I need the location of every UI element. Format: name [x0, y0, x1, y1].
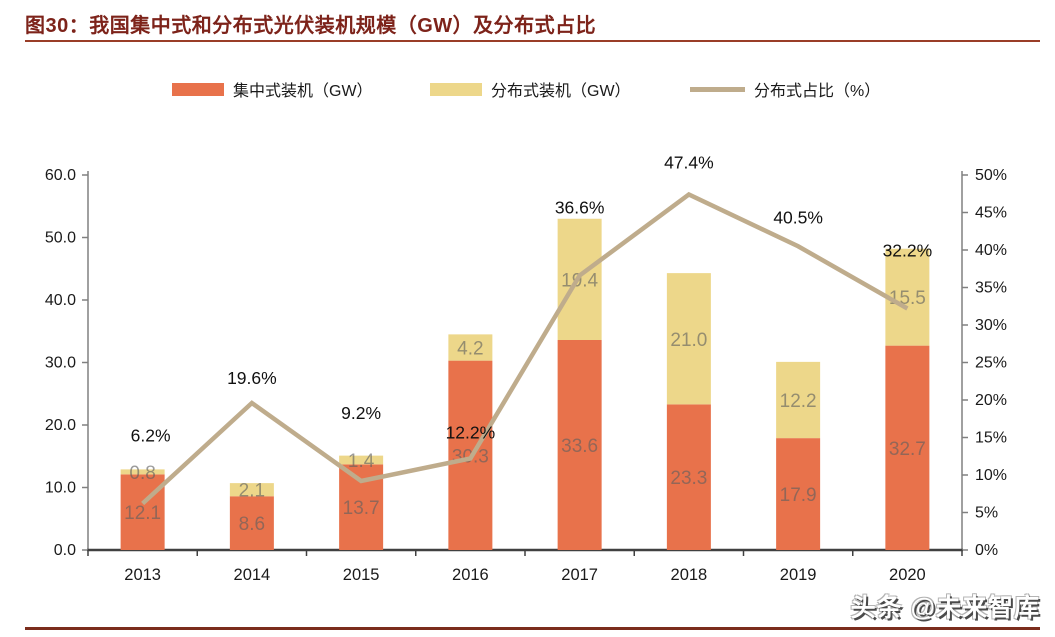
bar-label-centralized-2014: 8.6: [239, 514, 265, 535]
share-point-label-2015: 9.2%: [341, 403, 381, 423]
share-point-label-2018: 47.4%: [664, 153, 714, 173]
right-axis-tick-label: 15%: [975, 430, 1007, 447]
bar-label-centralized-2020: 32.7: [889, 439, 926, 460]
bar-label-centralized-2015: 13.7: [343, 498, 380, 519]
bar-label-centralized-2018: 23.3: [670, 468, 707, 489]
legend-item-centralized: 集中式装机（GW）: [172, 80, 373, 100]
share-point-label-2020: 32.2%: [883, 241, 933, 261]
centralized-swatch-icon: [172, 82, 224, 96]
right-axis-tick-label: 45%: [975, 205, 1007, 222]
right-axis-tick-label: 35%: [975, 280, 1007, 297]
bar-distributed-2016: [448, 334, 493, 361]
legend-label-centralized: 集中式装机（GW）: [233, 83, 373, 100]
bar-label-distributed-2018: 21.0: [670, 330, 707, 351]
x-tick-label-2013: 2013: [124, 566, 161, 584]
right-axis-tick-label: 10%: [975, 467, 1007, 484]
bar-distributed-2015: [339, 455, 384, 465]
bar-distributed-2020: [885, 248, 930, 346]
bar-centralized-2019: [776, 438, 821, 550]
bar-label-distributed-2015: 1.4: [348, 451, 375, 472]
bar-label-distributed-2016: 4.2: [457, 339, 483, 360]
bar-label-distributed-2013: 0.8: [129, 463, 155, 484]
left-axis-tick-label: 50.0: [45, 230, 76, 247]
bottom-divider: [25, 627, 1040, 630]
share-point-label-2014: 19.6%: [227, 368, 277, 388]
share-point-label-2017: 36.6%: [555, 198, 605, 218]
share-line: [141, 191, 909, 506]
x-tick-label-2015: 2015: [343, 566, 380, 584]
left-axis-tick-label: 40.0: [45, 292, 76, 309]
bar-distributed-2014: [229, 483, 274, 497]
right-axis-tick-label: 30%: [975, 317, 1007, 334]
left-axis-tick-label: 30.0: [45, 355, 76, 372]
left-axis-tick-label: 0.0: [54, 542, 76, 559]
bar-centralized-2014: [229, 496, 274, 550]
title-divider: [25, 40, 1040, 42]
bar-label-centralized-2017: 33.6: [561, 436, 598, 457]
bar-distributed-2019: [776, 361, 821, 439]
share-line-icon: [690, 86, 745, 92]
x-tick-label-2016: 2016: [452, 566, 489, 584]
chart-title: 图30：我国集中式和分布式光伏装机规模（GW）及分布式占比: [25, 15, 597, 37]
left-axis-tick-label: 20.0: [45, 417, 76, 434]
watermark: 头条 @未来智库: [850, 594, 1040, 622]
left-axis-tick-label: 60.0: [45, 167, 76, 184]
x-tick-label-2018: 2018: [671, 566, 708, 584]
right-axis-tick-label: 50%: [975, 167, 1007, 184]
distributed-swatch-icon: [430, 82, 482, 96]
legend-item-distributed: 分布式装机（GW）: [430, 80, 631, 100]
legend-label-distributed: 分布式装机（GW）: [491, 83, 631, 100]
share-point-label-2019: 40.5%: [773, 207, 823, 227]
right-axis-tick-label: 25%: [975, 355, 1007, 372]
share-point-label-2013: 6.2%: [131, 426, 171, 446]
bar-label-distributed-2019: 12.2: [780, 391, 817, 412]
x-tick-label-2020: 2020: [889, 566, 926, 584]
x-tick-label-2019: 2019: [780, 566, 817, 584]
x-tick-label-2014: 2014: [234, 566, 271, 584]
right-axis-tick-label: 20%: [975, 392, 1007, 409]
legend-item-share: 分布式占比（%）: [690, 80, 881, 100]
bar-centralized-2017: [557, 340, 602, 550]
bar-label-distributed-2017: 19.4: [561, 270, 598, 291]
right-axis-tick-label: 0%: [975, 542, 998, 559]
x-tick-label-2017: 2017: [561, 566, 598, 584]
legend-label-share: 分布式占比（%）: [754, 83, 881, 100]
left-axis-tick-label: 10.0: [45, 480, 76, 497]
bar-distributed-2018: [666, 273, 711, 405]
bar-label-distributed-2014: 2.1: [239, 481, 265, 502]
bar-label-centralized-2019: 17.9: [780, 485, 817, 506]
share-point-label-2016: 12.2%: [446, 423, 496, 443]
right-axis-tick-label: 40%: [975, 242, 1007, 259]
bar-label-centralized-2013: 12.1: [124, 503, 161, 524]
bar-distributed-2013: [120, 469, 165, 475]
bar-centralized-2020: [885, 345, 930, 550]
bar-centralized-2018: [666, 404, 711, 550]
right-axis-tick-label: 5%: [975, 505, 998, 522]
